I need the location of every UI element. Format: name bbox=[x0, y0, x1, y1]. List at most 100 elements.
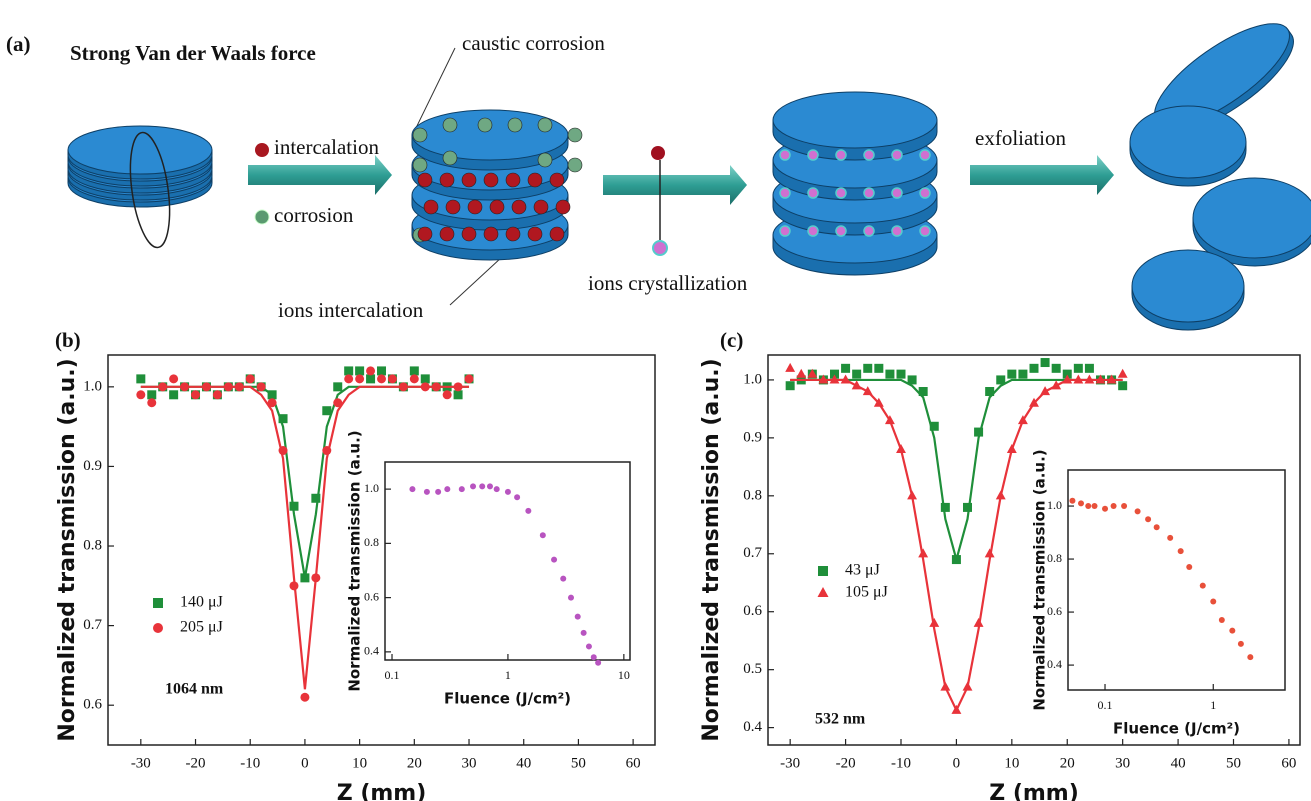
crystal bbox=[780, 150, 790, 160]
marker bbox=[1078, 500, 1084, 506]
marker bbox=[136, 390, 145, 399]
marker bbox=[591, 654, 597, 660]
y-tick-label: 0.8 bbox=[1047, 551, 1062, 565]
x-tick-label: -10 bbox=[240, 755, 260, 771]
x-tick-label: -30 bbox=[780, 755, 800, 771]
marker bbox=[289, 581, 298, 590]
marker bbox=[246, 374, 255, 383]
marker bbox=[841, 364, 850, 373]
panel-label: (c) bbox=[720, 328, 743, 352]
corrosion-ion bbox=[255, 210, 269, 224]
marker bbox=[1219, 617, 1225, 623]
label: Strong Van der Waals force bbox=[70, 41, 316, 65]
arrow bbox=[970, 155, 1114, 195]
legend-label: 43 μJ bbox=[845, 562, 880, 579]
marker bbox=[158, 382, 167, 391]
crystal bbox=[808, 188, 818, 198]
marker bbox=[1030, 364, 1039, 373]
marker bbox=[595, 660, 601, 666]
annotation: 532 nm bbox=[815, 711, 866, 728]
marker bbox=[344, 366, 353, 375]
marker bbox=[1018, 370, 1027, 379]
marker bbox=[551, 557, 557, 563]
marker bbox=[1092, 503, 1098, 509]
marker bbox=[202, 382, 211, 391]
marker bbox=[279, 414, 288, 423]
marker bbox=[409, 486, 415, 492]
crystal bbox=[864, 188, 874, 198]
x-tick-label: 10 bbox=[618, 668, 630, 682]
y-axis-label: Normalized transmission (a.u.) bbox=[346, 430, 364, 691]
marker bbox=[1154, 524, 1160, 530]
ion bbox=[556, 200, 570, 214]
annotation: 1064 nm bbox=[165, 681, 224, 698]
arrow bbox=[248, 155, 392, 195]
x-tick-label: 60 bbox=[626, 755, 641, 771]
marker bbox=[459, 486, 465, 492]
ion bbox=[468, 200, 482, 214]
ion bbox=[490, 200, 504, 214]
crystal bbox=[780, 188, 790, 198]
marker bbox=[1210, 598, 1216, 604]
panel-label: (a) bbox=[6, 32, 31, 56]
marker bbox=[169, 390, 178, 399]
marker bbox=[525, 508, 531, 514]
marker bbox=[366, 374, 375, 383]
ion bbox=[424, 200, 438, 214]
marker bbox=[930, 422, 939, 431]
marker bbox=[224, 382, 233, 391]
crystal bbox=[836, 150, 846, 160]
x-tick-label: -10 bbox=[891, 755, 911, 771]
y-tick-label: 1.0 bbox=[743, 371, 762, 387]
marker bbox=[377, 374, 386, 383]
y-tick-label: 0.9 bbox=[83, 458, 102, 474]
marker bbox=[268, 398, 277, 407]
ion bbox=[478, 118, 492, 132]
marker bbox=[344, 374, 353, 383]
marker bbox=[268, 390, 277, 399]
marker bbox=[444, 486, 450, 492]
x-tick-label: 10 bbox=[352, 755, 367, 771]
marker bbox=[366, 366, 375, 375]
marker bbox=[1135, 508, 1141, 514]
marker bbox=[1121, 503, 1127, 509]
crystal bbox=[864, 150, 874, 160]
ion bbox=[506, 227, 520, 241]
y-tick-label: 1.0 bbox=[83, 378, 102, 394]
ion bbox=[538, 118, 552, 132]
ion bbox=[413, 158, 427, 172]
disc bbox=[1132, 250, 1244, 330]
ion bbox=[446, 200, 460, 214]
marker bbox=[1178, 548, 1184, 554]
marker bbox=[985, 387, 994, 396]
x-tick-label: 1 bbox=[1210, 698, 1216, 712]
y-tick-label: 0.5 bbox=[743, 661, 762, 677]
marker bbox=[191, 390, 200, 399]
x-tick-label: 30 bbox=[1115, 755, 1130, 771]
crystal bbox=[920, 150, 930, 160]
crystal bbox=[653, 241, 667, 255]
marker bbox=[399, 382, 408, 391]
y-axis-label: Normalized transmission (a.u.) bbox=[55, 358, 80, 741]
y-tick-label: 1.0 bbox=[1047, 498, 1062, 512]
y-tick-label: 0.6 bbox=[364, 589, 379, 603]
x-axis-label: Z (mm) bbox=[989, 781, 1079, 801]
marker bbox=[311, 573, 320, 582]
marker bbox=[1167, 535, 1173, 541]
marker bbox=[1186, 564, 1192, 570]
marker bbox=[1238, 641, 1244, 647]
disc-top bbox=[773, 92, 937, 148]
marker bbox=[388, 374, 397, 383]
marker bbox=[1145, 516, 1151, 522]
ion bbox=[440, 173, 454, 187]
marker bbox=[1200, 583, 1206, 589]
marker bbox=[322, 406, 331, 415]
marker bbox=[1085, 503, 1091, 509]
marker bbox=[1007, 370, 1016, 379]
marker bbox=[505, 489, 511, 495]
x-tick-label: 10 bbox=[1004, 755, 1019, 771]
x-tick-label: 50 bbox=[1226, 755, 1241, 771]
marker bbox=[540, 532, 546, 538]
x-tick-label: 50 bbox=[571, 755, 586, 771]
marker bbox=[919, 387, 928, 396]
